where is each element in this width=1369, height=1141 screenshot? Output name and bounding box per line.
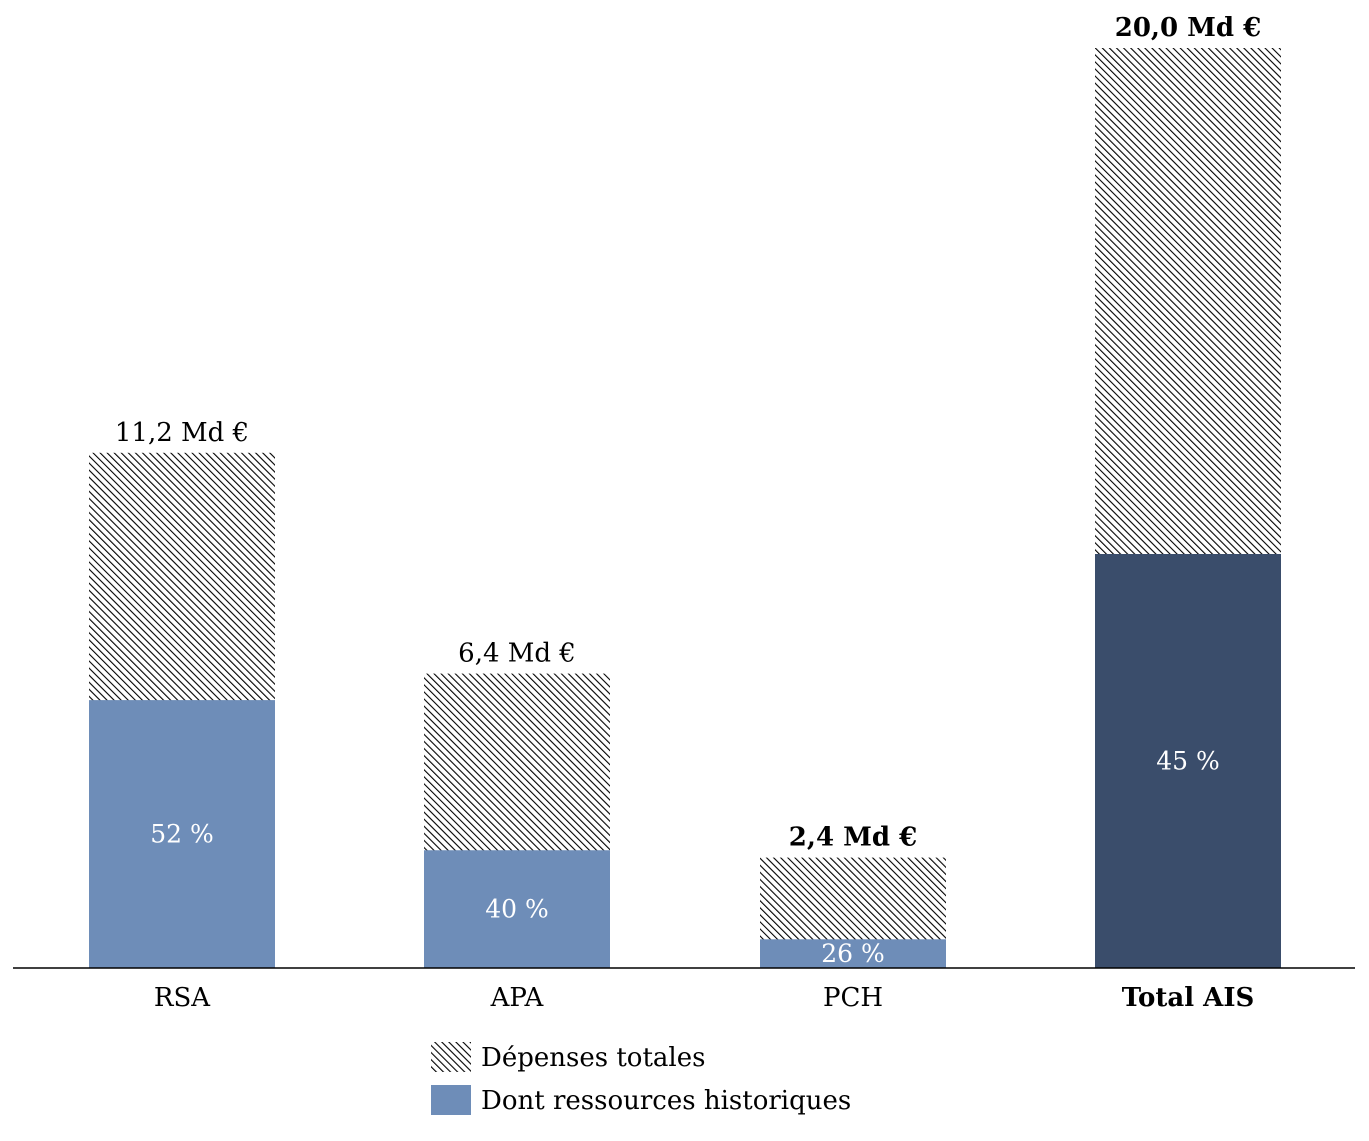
bar-historic-total-ais bbox=[1095, 554, 1281, 968]
total-label-pch: 2,4 Md € bbox=[789, 823, 917, 853]
category-label-apa: APA bbox=[490, 983, 545, 1013]
category-label-total-ais: Total AIS bbox=[1122, 983, 1255, 1013]
legend-swatch-ressources-historiques bbox=[431, 1085, 471, 1115]
legend-swatch-depenses-totales bbox=[431, 1042, 471, 1072]
legend-label-depenses-totales: Dépenses totales bbox=[481, 1043, 705, 1073]
total-label-rsa: 11,2 Md € bbox=[115, 418, 249, 448]
legend: Dépenses totales Dont ressources historiq… bbox=[431, 1042, 851, 1116]
pct-label-total-ais: 45 % bbox=[1156, 747, 1220, 776]
bar-historic-rsa bbox=[89, 700, 275, 968]
pct-label-apa: 40 % bbox=[485, 895, 549, 924]
total-label-total-ais: 20,0 Md € bbox=[1115, 13, 1261, 43]
pct-label-rsa: 52 % bbox=[150, 820, 214, 849]
bar-historic-pch bbox=[760, 939, 946, 968]
legend-label-ressources-historiques: Dont ressources historiques bbox=[481, 1086, 851, 1116]
category-label-rsa: RSA bbox=[154, 983, 211, 1013]
labels-group: 11,2 Md € 52 % RSA 6,4 Md € 40 % APA 2,4 Md € 2… bbox=[115, 13, 1261, 1013]
total-label-apa: 6,4 Md € bbox=[458, 639, 576, 669]
bar-historic-apa bbox=[424, 850, 610, 968]
bars-group bbox=[89, 48, 1281, 968]
category-label-pch: PCH bbox=[823, 983, 883, 1013]
pct-label-pch: 26 % bbox=[821, 939, 885, 968]
